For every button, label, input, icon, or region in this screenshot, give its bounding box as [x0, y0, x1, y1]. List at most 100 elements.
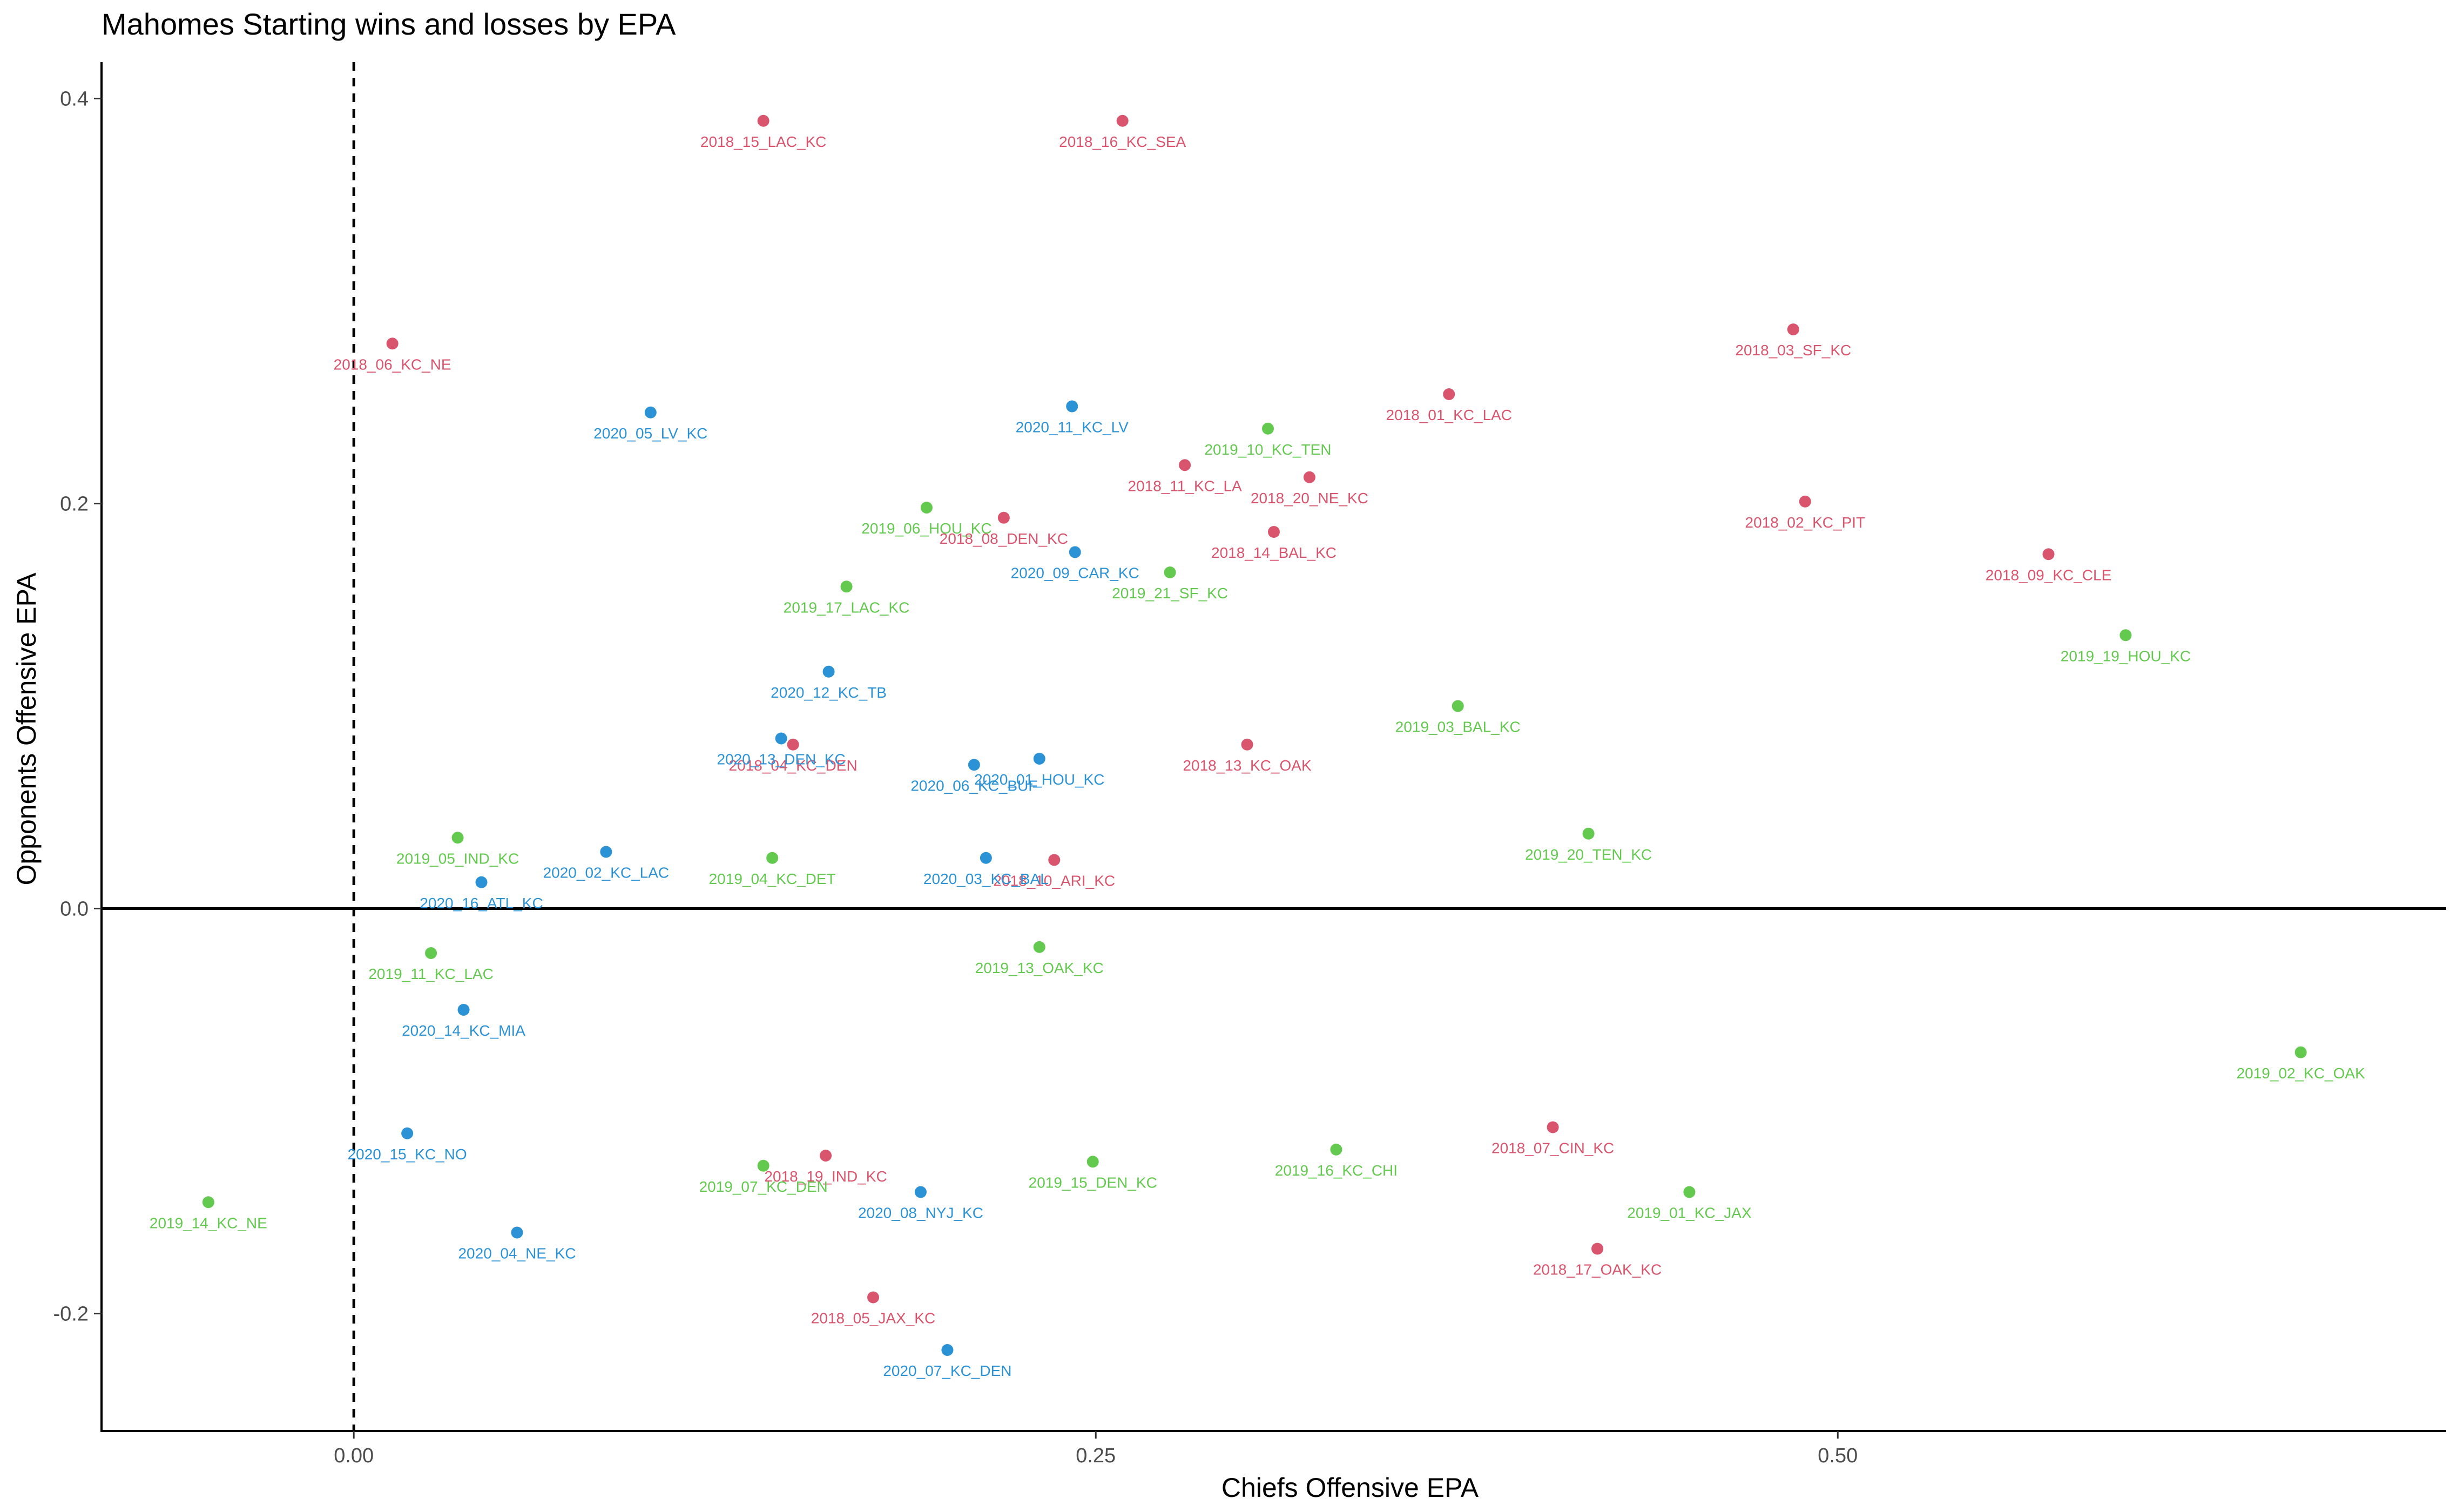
- data-point: [766, 852, 779, 864]
- data-point-label: 2020_11_KC_LV: [1016, 419, 1129, 436]
- data-point-label: 2019_13_OAK_KC: [975, 960, 1104, 976]
- data-point-label: 2019_02_KC_OAK: [2237, 1065, 2366, 1082]
- y-tick-label: -0.2: [53, 1303, 89, 1326]
- y-axis-title: Opponents Offensive EPA: [11, 572, 42, 886]
- data-point: [1452, 700, 1464, 712]
- data-point-label: 2019_07_KC_DEN: [699, 1178, 828, 1195]
- data-point-label: 2018_17_OAK_KC: [1533, 1261, 1662, 1278]
- y-tick-label: 0.2: [60, 493, 89, 516]
- data-point-label: 2020_08_NYJ_KC: [858, 1205, 983, 1221]
- data-point: [1547, 1121, 1559, 1133]
- data-point-label: 2020_05_LV_KC: [593, 425, 707, 442]
- x-tick-label: 0.25: [1076, 1444, 1116, 1467]
- data-point: [386, 338, 399, 350]
- axes: [100, 62, 2446, 1432]
- reference-lines: [102, 62, 2446, 1431]
- data-point: [425, 947, 437, 959]
- data-point: [1086, 1156, 1099, 1168]
- data-point-label: 2020_04_NE_KC: [458, 1245, 576, 1262]
- data-point-label: 2018_02_KC_PIT: [1745, 514, 1866, 531]
- data-point-label: 2018_16_KC_SEA: [1059, 133, 1186, 150]
- data-point-label: 2020_12_KC_TB: [771, 684, 887, 701]
- data-point: [202, 1196, 214, 1209]
- data-point-label: 2020_07_KC_DEN: [883, 1362, 1011, 1379]
- data-point-label: 2019_04_KC_DET: [709, 870, 836, 887]
- data-point-label: 2019_05_IND_KC: [396, 850, 519, 867]
- data-point-label: 2018_14_BAL_KC: [1211, 544, 1336, 561]
- data-point-label: 2019_19_HOU_KC: [2061, 647, 2191, 664]
- data-point: [787, 738, 799, 751]
- data-point: [1066, 400, 1078, 413]
- data-point-label: 2018_10_ARI_KC: [993, 873, 1115, 889]
- data-point-label: 2019_14_KC_NE: [150, 1214, 267, 1231]
- data-point: [968, 759, 980, 771]
- data-point: [1241, 738, 1253, 751]
- data-point-label: 2019_21_SF_KC: [1112, 585, 1228, 602]
- data-point: [867, 1291, 880, 1304]
- data-point: [980, 852, 992, 864]
- data-point-label: 2018_07_CIN_KC: [1491, 1140, 1614, 1157]
- data-point: [822, 665, 835, 678]
- data-point-label: 2019_01_KC_JAX: [1627, 1205, 1752, 1221]
- data-point-label: 2018_06_KC_NE: [334, 356, 451, 373]
- data-point-label: 2018_09_KC_CLE: [1986, 566, 2112, 583]
- data-point: [1683, 1186, 1696, 1198]
- chart-title: Mahomes Starting wins and losses by EPA: [102, 7, 676, 41]
- data-point: [451, 832, 464, 844]
- data-point-label: 2019_20_TEN_KC: [1525, 846, 1652, 863]
- x-tick-label: 0.50: [1818, 1444, 1858, 1467]
- data-point: [941, 1344, 954, 1356]
- data-point: [1582, 827, 1595, 840]
- data-point: [757, 114, 770, 127]
- data-point-label: 2019_10_KC_TEN: [1204, 441, 1331, 458]
- data-point-label: 2019_15_DEN_KC: [1029, 1174, 1157, 1191]
- data-points: [202, 114, 2307, 1356]
- data-point: [2042, 548, 2055, 561]
- data-point: [775, 732, 787, 745]
- data-point: [1799, 495, 1811, 508]
- data-point: [914, 1186, 927, 1198]
- x-tick-label: 0.00: [334, 1444, 374, 1467]
- y-tick-label: 0.4: [60, 88, 89, 111]
- data-point-label: 2019_03_BAL_KC: [1395, 719, 1521, 735]
- data-point: [475, 876, 488, 888]
- data-point-label: 2018_03_SF_KC: [1735, 342, 1851, 359]
- data-point: [1164, 566, 1176, 578]
- data-point: [1443, 388, 1455, 400]
- data-point: [600, 846, 612, 858]
- data-point: [1048, 854, 1061, 866]
- data-point: [920, 502, 933, 514]
- data-point-label: 2020_01_HOU_KC: [974, 771, 1104, 788]
- data-point-label: 2018_13_KC_OAK: [1183, 757, 1312, 774]
- data-point-label: 2020_14_KC_MIA: [402, 1022, 525, 1039]
- data-point-label: 2018_20_NE_KC: [1251, 490, 1368, 507]
- data-point: [1069, 546, 1081, 558]
- data-point: [1116, 114, 1129, 127]
- data-point-label: 2019_11_KC_LAC: [368, 966, 493, 982]
- data-point-label: 2019_06_HOU_KC: [861, 520, 991, 537]
- data-point-label: 2018_08_DEN_KC: [940, 530, 1068, 547]
- data-point-label: 2019_16_KC_CHI: [1275, 1162, 1398, 1179]
- data-point-label: 2018_11_KC_LA: [1128, 477, 1243, 494]
- data-point: [840, 580, 853, 593]
- data-point: [1262, 422, 1274, 435]
- point-labels: 2018_15_LAC_KC 2018_16_KC_SEA 2018_06_KC_N…: [150, 133, 2365, 1379]
- data-point: [457, 1004, 470, 1016]
- data-point: [1591, 1243, 1604, 1255]
- data-point: [820, 1150, 832, 1162]
- data-point: [1330, 1143, 1342, 1156]
- data-point: [1033, 941, 1045, 953]
- data-point: [1179, 459, 1191, 471]
- data-point: [1033, 753, 1045, 765]
- data-point-label: 2018_04_KC_DEN: [729, 757, 858, 774]
- data-point-label: 2020_15_KC_NO: [348, 1146, 467, 1163]
- data-point: [401, 1127, 414, 1139]
- data-point: [1787, 323, 1799, 335]
- data-point-label: 2020_06_KC_BUF: [910, 777, 1037, 794]
- data-point: [644, 406, 657, 418]
- data-point: [1268, 526, 1280, 538]
- data-point: [2120, 629, 2132, 642]
- data-point: [2294, 1046, 2307, 1058]
- y-tick-label: 0.0: [60, 898, 89, 921]
- data-point-label: 2020_03_KC_BAL: [923, 870, 1049, 887]
